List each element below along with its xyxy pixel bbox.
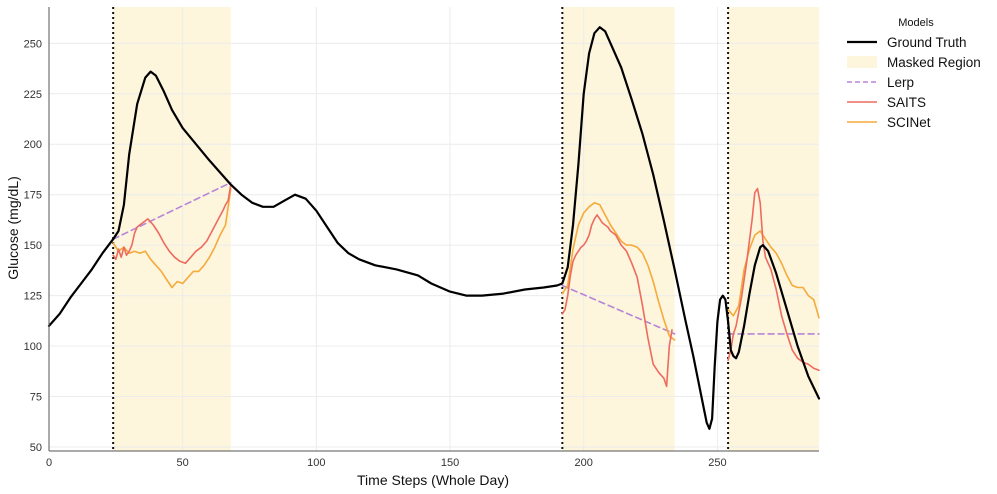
y-tick-label: 100 [24, 341, 42, 353]
scinet-line [112, 187, 232, 289]
legend-scinet-label: SCINet [887, 115, 931, 130]
x-tick-label: 200 [575, 457, 593, 469]
legend-masked-region-swatch [847, 56, 877, 68]
series-lines [47, 26, 821, 430]
x-tick-label: 50 [177, 457, 189, 469]
x-tick-label: 250 [708, 457, 726, 469]
y-tick-label: 125 [24, 291, 42, 303]
legend-masked-region-label: Masked Region [887, 55, 981, 70]
masked-region [728, 7, 819, 451]
y-tick-label: 250 [24, 38, 42, 50]
x-axis-ticks: 0 50 100 150 200 250 [46, 457, 727, 469]
x-tick-label: 100 [307, 457, 325, 469]
x-axis-title: Time Steps (Whole Day) [357, 472, 509, 488]
y-tick-label: 50 [30, 442, 42, 454]
y-tick-label: 225 [24, 89, 42, 101]
y-axis-title: Glucose (mg/dL) [5, 176, 21, 279]
legend-saits-label: SAITS [887, 95, 926, 110]
y-tick-label: 175 [24, 190, 42, 202]
x-tick-label: 150 [441, 457, 459, 469]
axes [48, 7, 819, 452]
legend-items: Ground Truth Masked Region Lerp SAITS SCINet [847, 35, 981, 130]
legend: Models Ground Truth Masked Region Lerp SAIT… [847, 17, 981, 130]
legend-ground-truth-label: Ground Truth [887, 35, 967, 50]
y-tick-label: 150 [24, 240, 42, 252]
y-tick-label: 75 [30, 392, 42, 404]
mask-boundary-lines [112, 7, 730, 451]
scinet-line [561, 202, 676, 341]
x-tick-label: 0 [46, 457, 52, 469]
saits-line [112, 183, 232, 265]
legend-lerp-label: Lerp [887, 75, 914, 90]
legend-title: Models [898, 17, 934, 29]
saits-line [561, 214, 673, 388]
scinet-line [727, 230, 820, 319]
masked-region [562, 7, 675, 451]
y-tick-label: 200 [24, 139, 42, 151]
masked-regions [113, 7, 819, 451]
ground-truth-line [47, 26, 821, 430]
lerp-line [561, 284, 676, 335]
lerp-line [112, 181, 232, 240]
saits-line [727, 187, 820, 372]
y-axis-ticks: 50 75 100 125 150 175 200 225 250 [24, 38, 42, 454]
